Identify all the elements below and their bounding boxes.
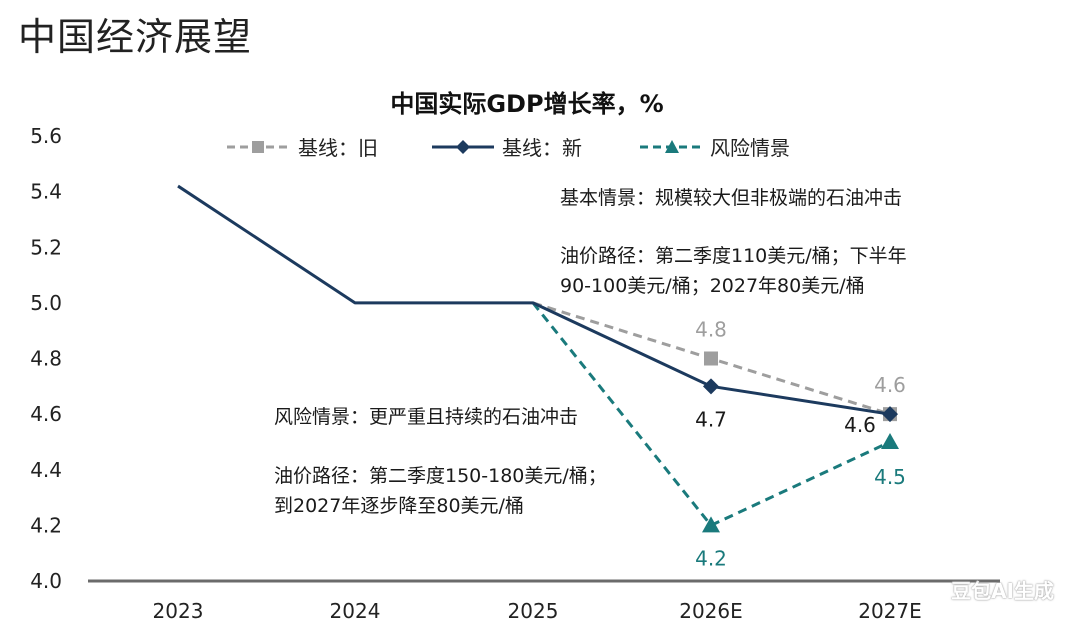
x-tick-label: 2023	[153, 599, 204, 623]
series-line	[177, 184, 891, 416]
x-tick-label: 2025	[508, 599, 559, 623]
legend-entry-new-baseline: 基线：新	[432, 136, 582, 160]
data-label: 4.2	[695, 546, 727, 570]
legend-label-risk-scenario: 风险情景	[710, 136, 790, 160]
legend-entry-old-baseline: 基线：旧	[227, 136, 378, 160]
page-title: 中国经济展望	[18, 15, 253, 59]
data-label: 4.6	[844, 413, 876, 437]
marker-triangle	[881, 432, 899, 449]
annotation-risk-path-line1: 油价路径：第二季度150-180美元/桶；	[274, 465, 607, 487]
y-tick-label: 4.0	[30, 569, 62, 593]
data-label: 4.6	[874, 373, 906, 397]
y-tick-label: 4.2	[30, 513, 62, 537]
y-tick-label: 4.4	[30, 458, 62, 482]
marker-triangle	[702, 516, 720, 533]
y-tick-label: 5.2	[30, 235, 62, 259]
watermark: 豆包AI生成	[951, 579, 1054, 603]
annotation-risk-scenario: 风险情景：更严重且持续的石油冲击	[274, 406, 578, 428]
annotation-baseline-path-line2: 90-100美元/桶；2027年80美元/桶	[560, 275, 865, 297]
chart-title: 中国实际GDP增长率，%	[390, 90, 663, 118]
data-label: 4.8	[695, 318, 727, 342]
x-tick-label: 2026E	[679, 599, 743, 623]
series-1: 4.7 4.6	[177, 184, 898, 437]
marker-square	[704, 351, 718, 366]
legend-marker-triangle	[665, 140, 679, 153]
y-tick-label: 5.4	[30, 180, 62, 204]
series-layer: 4.8 4.6 4.2 4.5 4.7 4.6	[177, 184, 906, 570]
marker-diamond	[882, 406, 898, 423]
annotations: 基本情景：规模较大但非极端的石油冲击 油价路径：第二季度110美元/桶；下半年 …	[274, 187, 907, 517]
series-line	[531, 301, 891, 527]
data-label: 4.7	[695, 407, 727, 431]
x-axis: 2023 2024 2025 2026E 2027E	[88, 579, 1000, 623]
series-0: 4.8 4.6	[532, 301, 906, 422]
annotation-risk-path-line2: 到2027年逐步降至80美元/桶	[274, 495, 524, 517]
legend: 基线：旧 基线：新 风险情景	[227, 136, 790, 160]
legend-entry-risk-scenario: 风险情景	[640, 136, 790, 160]
legend-label-old-baseline: 基线：旧	[298, 136, 378, 160]
legend-marker-square	[252, 141, 264, 153]
legend-marker-diamond	[456, 140, 470, 154]
data-label: 4.5	[874, 465, 906, 489]
annotation-baseline-scenario: 基本情景：规模较大但非极端的石油冲击	[560, 187, 902, 209]
y-tick-label: 4.6	[30, 402, 62, 426]
x-tick-label: 2024	[330, 599, 381, 623]
y-axis: 4.0 4.2 4.4 4.6 4.8 5.0 5.2 5.4 5.6	[30, 124, 62, 593]
y-tick-label: 5.0	[30, 291, 62, 315]
series-2: 4.2 4.5	[531, 301, 906, 570]
y-tick-label: 5.6	[30, 124, 62, 148]
y-tick-label: 4.8	[30, 347, 62, 371]
x-tick-label: 2027E	[858, 599, 922, 623]
marker-diamond	[703, 378, 719, 395]
annotation-baseline-path-line1: 油价路径：第二季度110美元/桶；下半年	[560, 245, 907, 267]
legend-label-new-baseline: 基线：新	[502, 136, 582, 160]
